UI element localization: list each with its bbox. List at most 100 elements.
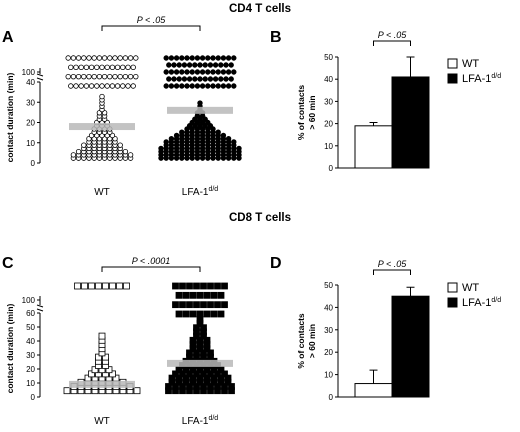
data-point (184, 83, 190, 89)
data-point (175, 310, 183, 318)
data-point (215, 83, 221, 89)
data-point (228, 62, 234, 68)
data-point (95, 353, 102, 361)
median-band (69, 123, 135, 131)
data-point (78, 83, 84, 89)
data-point (207, 383, 214, 390)
data-point (236, 145, 242, 152)
data-point (81, 73, 87, 80)
data-point (200, 349, 207, 357)
data-point (166, 76, 172, 82)
data-point (189, 55, 195, 61)
data-point (184, 69, 190, 75)
data-point (127, 55, 134, 61)
data-point (205, 55, 211, 61)
data-point (75, 73, 82, 80)
data-point (75, 148, 82, 155)
data-point (88, 370, 95, 378)
data-point (130, 83, 136, 89)
data-point (189, 291, 197, 299)
data-point (99, 83, 105, 89)
data-point (207, 62, 214, 68)
legend-label: WT (462, 58, 479, 70)
data-point (105, 366, 113, 374)
data-point (210, 69, 216, 75)
data-point (199, 83, 206, 89)
y-tick-label: 100 (22, 296, 36, 305)
data-point (109, 370, 116, 378)
data-point (114, 83, 121, 89)
data-point (200, 324, 207, 332)
data-point (217, 374, 225, 382)
data-point (86, 55, 92, 61)
data-point (173, 83, 180, 89)
data-point (231, 69, 237, 75)
x-category-label: LFA-1d/d (182, 415, 219, 427)
panel-b-bar: 0 10 20 30 40 50 % of contacts > 60 min P < .05 W… (296, 30, 501, 173)
data-point (218, 62, 224, 68)
data-point (225, 69, 232, 75)
data-point (181, 62, 188, 68)
data-point (94, 83, 100, 89)
data-point (122, 148, 129, 155)
data-point (217, 310, 225, 318)
data-point (194, 55, 201, 61)
y-tick-label: 20 (26, 119, 35, 128)
data-point (197, 76, 203, 82)
data-point (179, 370, 186, 378)
significance-label: P < .05 (137, 15, 166, 25)
data-point (102, 353, 109, 361)
data-point (166, 62, 172, 68)
data-point (193, 383, 200, 390)
data-point (179, 55, 185, 61)
data-point (172, 282, 179, 290)
data-point (210, 83, 216, 89)
data-point (218, 76, 224, 82)
data-point (171, 76, 177, 82)
y-axis-label: contact duration (min) (5, 72, 15, 162)
data-point (215, 55, 221, 61)
data-point (220, 55, 227, 61)
y-tick-label: 10 (324, 142, 333, 151)
bar-lfa (391, 76, 430, 169)
data-point (182, 291, 190, 299)
panel-d-bar: 0 10 20 30 40 50 % of contacts > 60 min P < .05 W… (296, 259, 501, 402)
data-point (123, 282, 130, 290)
series-wt (65, 55, 139, 161)
data-point (200, 282, 207, 290)
title-cd8: CD8 T cells (229, 212, 291, 224)
data-point (220, 132, 227, 139)
data-point (168, 69, 175, 75)
x-category-label: WT (94, 416, 110, 427)
data-point (186, 282, 193, 290)
data-point (173, 69, 180, 75)
data-point (133, 55, 139, 61)
data-point (210, 291, 218, 299)
series-lfa-1 (158, 55, 242, 161)
data-point (95, 282, 102, 290)
y-tick-label: 50 (26, 323, 35, 332)
data-point (215, 69, 221, 75)
y-tick-label: 40 (26, 337, 35, 346)
data-point (165, 383, 172, 390)
y-tick-label: 20 (26, 365, 35, 374)
data-point (200, 370, 207, 378)
panel-letter-b: B (270, 29, 282, 46)
data-point (231, 83, 237, 89)
data-point (117, 73, 123, 80)
data-point (175, 374, 183, 382)
data-point (73, 64, 79, 71)
significance-bracket (101, 25, 201, 31)
data-point (200, 301, 207, 309)
data-point (173, 55, 180, 61)
y-tick-label: 30 (324, 326, 333, 335)
data-point (104, 64, 110, 71)
data-point (78, 64, 84, 71)
data-point (179, 282, 186, 290)
data-point (176, 76, 182, 82)
data-point (179, 301, 186, 309)
data-point (101, 55, 108, 61)
data-point (196, 336, 204, 344)
data-point (117, 142, 123, 148)
